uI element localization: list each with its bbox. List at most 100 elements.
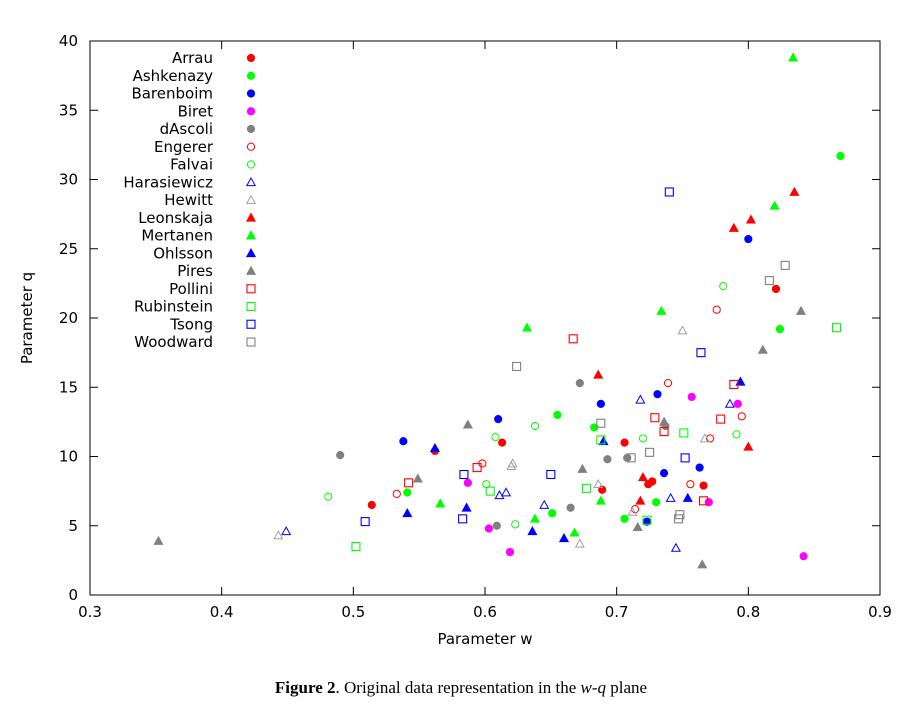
legend-label-falvai: Falvai — [170, 156, 213, 174]
point-tsong — [547, 471, 555, 479]
point-mertanen — [789, 53, 797, 61]
point-arrau — [700, 482, 707, 489]
point-falvai — [492, 434, 499, 441]
y-tick-label: 20 — [59, 309, 78, 327]
legend-marker-woodward — [247, 338, 255, 346]
legend-label-pollini: Pollini — [169, 280, 213, 298]
point-pires — [797, 307, 805, 315]
point-pollini — [651, 414, 659, 422]
legend-label-dascoli: dAscoli — [160, 120, 213, 138]
scatter-plot: 0.3 0.4 0.5 0.6 0.7 0.8 0.9 0 5 10 15 20 25 30 35 40 Ar… — [0, 0, 922, 670]
point-ohlsson — [431, 444, 439, 452]
legend-marker-ohlsson — [247, 249, 255, 257]
point-ashkenazy — [549, 510, 556, 517]
y-tick-label: 15 — [59, 378, 78, 396]
x-tick-label: 0.7 — [605, 603, 629, 621]
legend-marker-hewitt — [247, 196, 255, 204]
point-barenboim — [654, 391, 661, 398]
point-pollini — [473, 464, 481, 472]
y-tick-label: 40 — [59, 32, 78, 50]
point-leonskaja — [744, 443, 752, 451]
point-engerer — [687, 481, 694, 488]
caption-var-q: q — [598, 678, 607, 697]
point-ashkenazy — [837, 152, 844, 159]
point-dascoli — [576, 379, 583, 386]
point-pires — [634, 523, 642, 531]
point-ohlsson — [560, 534, 568, 542]
caption-var-w: w — [581, 678, 592, 697]
legend-marker-biret — [247, 108, 254, 115]
point-woodward — [513, 362, 521, 370]
legend-label-pires: Pires — [177, 262, 213, 280]
x-tick-label: 0.5 — [341, 603, 365, 621]
point-mertanen — [770, 202, 778, 210]
legend-label-engerer: Engerer — [154, 138, 214, 156]
point-tsong — [460, 471, 468, 479]
point-ashkenazy — [554, 411, 561, 418]
point-dascoli — [604, 456, 611, 463]
legend-label-ohlsson: Ohlsson — [153, 244, 213, 262]
legend-marker-arrau — [247, 54, 254, 61]
point-barenboim — [745, 235, 752, 242]
y-tick-label: 35 — [59, 101, 78, 119]
legend-label-arrau: Arrau — [172, 49, 213, 67]
point-leonskaja — [730, 224, 738, 232]
point-barenboim — [597, 400, 604, 407]
point-pires — [660, 418, 668, 426]
point-tsong — [665, 188, 673, 196]
legend-label-woodward: Woodward — [134, 333, 213, 351]
point-tsong — [681, 454, 689, 462]
point-arrau — [772, 285, 779, 292]
point-tsong — [459, 515, 467, 523]
legend-marker-dascoli — [247, 125, 254, 132]
point-pollini — [569, 335, 577, 343]
legend-label-tsong: Tsong — [169, 315, 213, 333]
point-falvai — [733, 431, 740, 438]
point-mertanen — [523, 323, 531, 331]
point-biret — [800, 553, 807, 560]
point-pires — [414, 474, 422, 482]
data-points — [154, 53, 844, 567]
point-pires — [464, 420, 472, 428]
legend-label-barenboim: Barenboim — [131, 85, 213, 103]
point-falvai — [720, 283, 727, 290]
point-falvai — [639, 435, 646, 442]
point-harasiewicz — [636, 396, 644, 404]
point-woodward — [646, 448, 654, 456]
legend-label-leonskaja: Leonskaja — [138, 209, 213, 227]
point-barenboim — [495, 416, 502, 423]
legend-label-mertanen: Mertanen — [141, 227, 213, 245]
point-barenboim — [696, 464, 703, 471]
point-biret — [485, 525, 492, 532]
point-arrau — [649, 478, 656, 485]
point-biret — [734, 400, 741, 407]
point-ashkenazy — [621, 515, 628, 522]
point-rubinstein — [582, 484, 590, 492]
point-dascoli — [337, 452, 344, 459]
point-arrau — [499, 439, 506, 446]
figure-label: Figure 2 — [275, 678, 336, 697]
point-pires — [578, 465, 586, 473]
legend-label-hewitt: Hewitt — [164, 191, 213, 209]
point-pollini — [717, 415, 725, 423]
legend-label-biret: Biret — [178, 102, 214, 120]
point-arrau — [621, 439, 628, 446]
point-hewitt — [678, 326, 686, 334]
point-hewitt — [576, 540, 584, 548]
legend-marker-rubinstein — [247, 303, 255, 311]
point-tsong — [697, 349, 705, 357]
point-dascoli — [567, 504, 574, 511]
point-leonskaja — [747, 215, 755, 223]
legend-marker-mertanen — [247, 231, 255, 239]
legend-marker-tsong — [247, 320, 255, 328]
point-biret — [506, 548, 513, 555]
point-engerer — [664, 379, 671, 386]
point-pires — [698, 560, 706, 568]
point-leonskaja — [594, 371, 602, 379]
point-woodward — [781, 261, 789, 269]
point-engerer — [713, 306, 720, 313]
point-mertanen — [436, 499, 444, 507]
legend-marker-ashkenazy — [247, 72, 254, 79]
point-engerer — [393, 490, 400, 497]
y-tick-label: 0 — [68, 586, 78, 604]
